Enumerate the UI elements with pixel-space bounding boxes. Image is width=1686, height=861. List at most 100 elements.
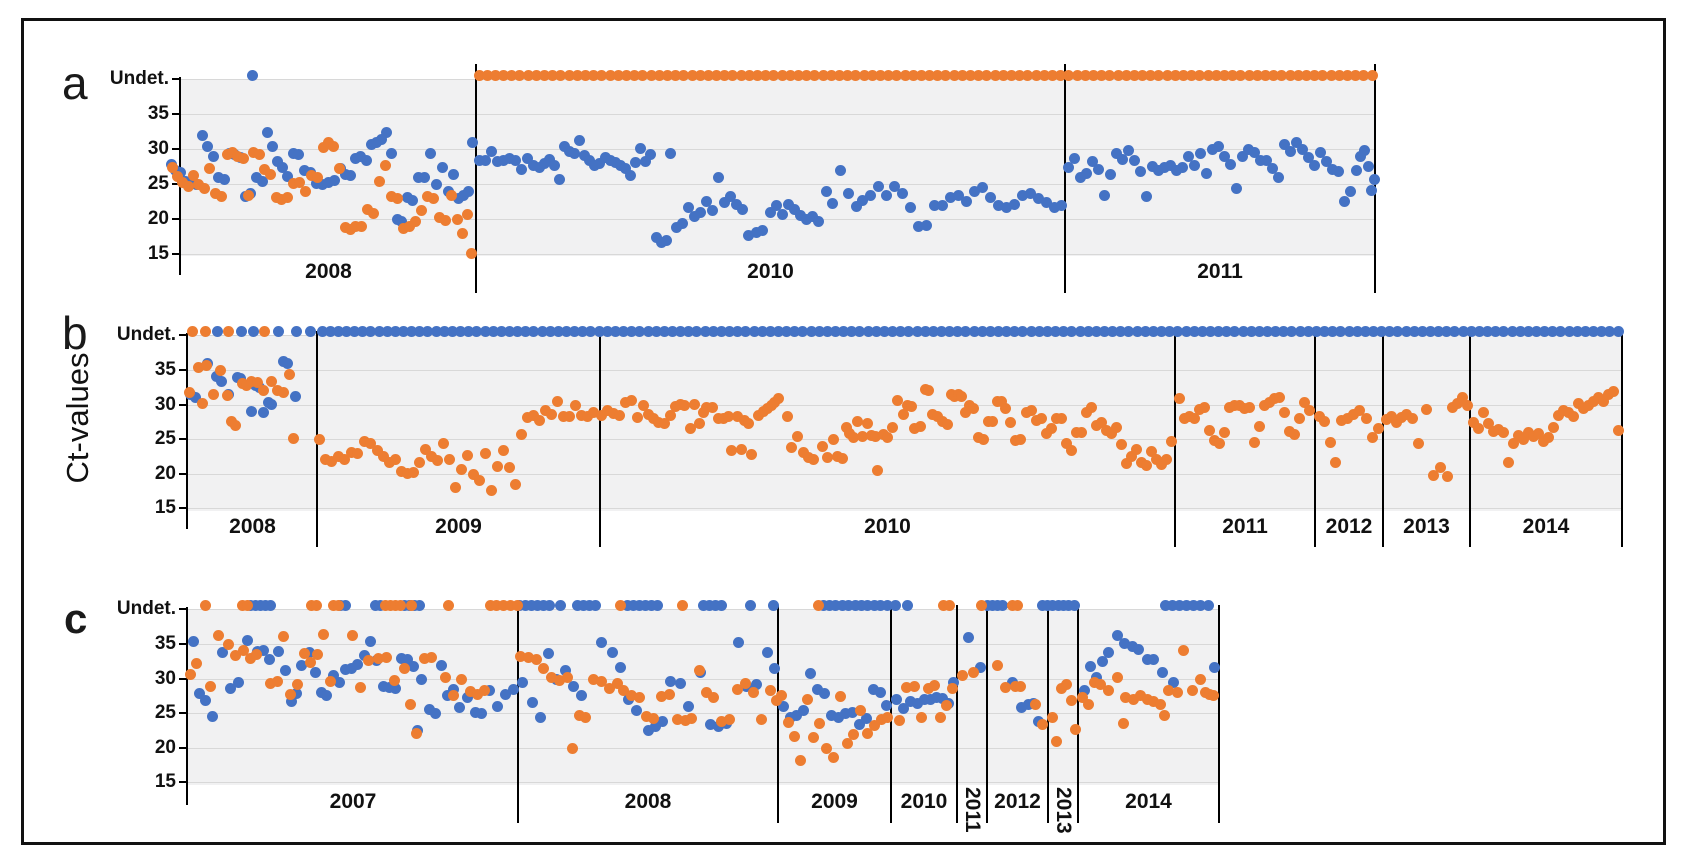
- y-tick-label-a: 25: [147, 173, 169, 194]
- year-label-2013-b: 2013: [1403, 515, 1450, 538]
- data-point-orange: [685, 713, 697, 725]
- data-point-orange: [613, 410, 625, 422]
- data-point-orange: [284, 688, 296, 700]
- data-point-orange: [264, 168, 276, 180]
- data-point-undet-blue: [666, 325, 678, 337]
- data-point-undet-orange: [899, 69, 911, 81]
- data-point-orange: [1085, 402, 1097, 414]
- data-point-blue: [295, 659, 307, 671]
- data-point-blue: [1068, 153, 1080, 165]
- data-point-blue: [1078, 685, 1090, 697]
- data-point-orange: [183, 386, 195, 398]
- data-point-orange: [203, 163, 215, 175]
- data-point-undet-blue: [520, 325, 532, 337]
- data-point-blue: [206, 710, 218, 722]
- data-point-undet-blue: [554, 599, 566, 611]
- data-point-undet-blue: [1147, 325, 1159, 337]
- y-tick-mark-a: [172, 218, 179, 220]
- data-point-orange: [1385, 410, 1397, 422]
- data-point-orange: [946, 682, 958, 694]
- data-point-orange: [553, 675, 565, 687]
- data-point-undet-blue: [1033, 325, 1045, 337]
- data-point-orange: [349, 220, 361, 232]
- data-point-undet-blue: [645, 599, 657, 611]
- data-point-orange: [928, 679, 940, 691]
- data-point-undet-blue: [1547, 325, 1559, 337]
- data-point-undet-blue: [764, 325, 776, 337]
- data-point-undet-blue: [531, 599, 543, 611]
- data-point-orange: [868, 719, 880, 731]
- data-point-orange: [237, 645, 249, 657]
- data-point-orange: [198, 182, 210, 194]
- data-point-blue: [804, 668, 816, 680]
- data-point-blue: [688, 211, 700, 223]
- data-point-undet-orange: [1112, 69, 1124, 81]
- data-point-undet-orange: [1137, 69, 1149, 81]
- data-point-undet-blue: [1164, 325, 1176, 337]
- data-point-undet-blue: [528, 325, 540, 337]
- data-point-blue: [1260, 155, 1272, 167]
- data-point-blue: [896, 188, 908, 200]
- data-point-orange: [1134, 690, 1146, 702]
- data-point-blue: [880, 699, 892, 711]
- data-point-undet-blue: [627, 599, 639, 611]
- year-divider-c: [1077, 605, 1079, 823]
- data-point-orange: [251, 376, 263, 388]
- data-point-orange: [861, 727, 873, 739]
- data-point-orange: [1055, 412, 1067, 424]
- data-point-undet-orange: [965, 69, 977, 81]
- data-point-orange: [775, 689, 787, 701]
- data-point-undet-blue: [1173, 599, 1185, 611]
- data-point-orange: [362, 655, 374, 667]
- data-point-undet-orange: [1104, 69, 1116, 81]
- data-point-undet-orange: [883, 69, 895, 81]
- data-point-blue: [1164, 160, 1176, 172]
- data-point-blue: [742, 230, 754, 242]
- data-point-blue: [770, 200, 782, 212]
- data-point-blue: [694, 206, 706, 218]
- year-label-2012-c: 2012: [994, 790, 1041, 813]
- data-point-blue: [212, 171, 224, 183]
- data-point-orange: [229, 650, 241, 662]
- data-point-blue: [345, 663, 357, 675]
- data-point-blue: [424, 147, 436, 159]
- data-point-undet-blue: [1596, 325, 1608, 337]
- data-point-undet-blue: [846, 325, 858, 337]
- data-point-orange: [445, 189, 457, 201]
- data-point-blue: [469, 706, 481, 718]
- data-point-orange: [439, 214, 451, 226]
- data-point-orange: [1069, 724, 1081, 736]
- data-point-undet-orange: [735, 69, 747, 81]
- data-point-orange: [561, 672, 573, 684]
- data-point-undet-blue: [503, 325, 515, 337]
- data-point-blue: [656, 715, 668, 727]
- data-point-blue: [418, 171, 430, 183]
- data-point-blue: [706, 205, 718, 217]
- data-point-orange: [1380, 414, 1392, 426]
- data-point-undet-orange: [1011, 599, 1023, 611]
- data-point-undet-blue: [772, 325, 784, 337]
- data-point-undet-orange: [943, 599, 955, 611]
- data-point-orange: [764, 685, 776, 697]
- data-point-undet-blue: [1604, 325, 1616, 337]
- data-point-orange: [299, 186, 311, 198]
- data-point-orange: [1188, 412, 1200, 424]
- data-point-orange: [1248, 436, 1260, 448]
- data-point-orange: [1303, 404, 1315, 416]
- data-point-blue: [624, 170, 636, 182]
- data-point-blue: [461, 691, 473, 703]
- data-point-blue: [1212, 141, 1224, 153]
- data-point-undet-orange: [1366, 69, 1378, 81]
- data-point-undet-blue: [1115, 325, 1127, 337]
- data-point-undet-blue: [1180, 325, 1192, 337]
- data-point-blue: [509, 155, 521, 167]
- data-point-orange: [1095, 416, 1107, 428]
- data-point-undet-orange: [612, 69, 624, 81]
- data-point-undet-blue: [438, 325, 450, 337]
- data-point-undet-blue: [1058, 325, 1070, 337]
- data-point-undet-blue: [968, 325, 980, 337]
- data-point-blue: [289, 391, 301, 403]
- data-point-orange: [1147, 696, 1159, 708]
- data-point-undet-blue: [855, 599, 867, 611]
- data-point-orange: [625, 689, 637, 701]
